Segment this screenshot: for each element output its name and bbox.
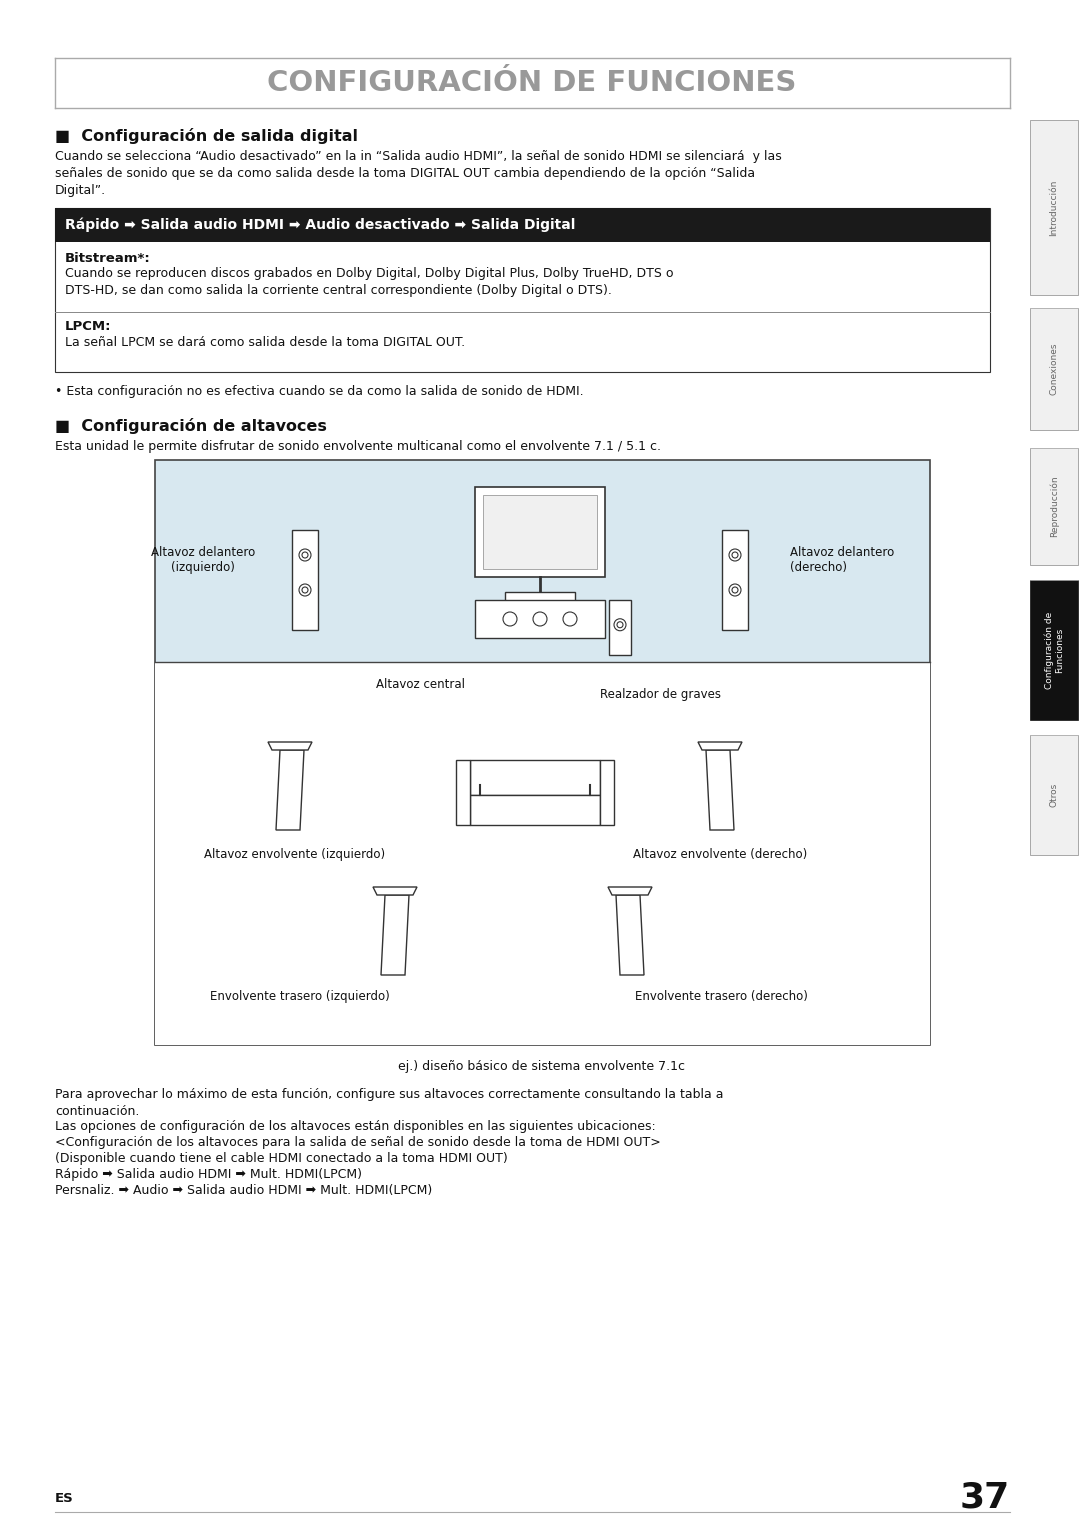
Text: Rápido ➡ Salida audio HDMI ➡ Mult. HDMI(LPCM): Rápido ➡ Salida audio HDMI ➡ Mult. HDMI(… [55,1167,362,1181]
Text: CONFIGURACIÓN DE FUNCIONES: CONFIGURACIÓN DE FUNCIONES [268,69,797,96]
Circle shape [729,549,741,561]
Text: Cuando se reproducen discos grabados en Dolby Digital, Dolby Digital Plus, Dolby: Cuando se reproducen discos grabados en … [65,267,674,296]
Polygon shape [381,895,409,975]
Bar [1030,735,1078,856]
Text: <Configuración de los altavoces para la salida de señal de sonido desde la toma : <Configuración de los altavoces para la … [55,1135,661,1149]
Circle shape [302,552,308,558]
Text: Otros: Otros [1050,782,1058,807]
Text: ES: ES [55,1491,73,1505]
Polygon shape [706,750,734,830]
Circle shape [732,587,738,593]
Polygon shape [616,895,644,975]
Text: Rápido ➡ Salida audio HDMI ➡ Audio desactivado ➡ Salida Digital: Rápido ➡ Salida audio HDMI ➡ Audio desac… [65,219,576,232]
Bar [723,530,748,630]
Circle shape [615,619,626,631]
Bar [505,591,575,602]
Bar [609,601,631,656]
Text: ■  Configuración de salida digital: ■ Configuración de salida digital [55,128,357,144]
Bar [55,208,990,241]
Bar [1030,121,1078,295]
Text: Altavoz delantero
(izquierdo): Altavoz delantero (izquierdo) [151,545,255,575]
Bar [475,601,605,639]
Text: Para aprovechar lo máximo de esta función, configure sus altavoces correctamente: Para aprovechar lo máximo de esta funció… [55,1088,724,1118]
Polygon shape [268,743,312,750]
Text: • Esta configuración no es efectiva cuando se da como la salida de sonido de HDM: • Esta configuración no es efectiva cuan… [55,385,583,397]
Bar [156,460,930,1045]
Text: (Disponible cuando tiene el cable HDMI conectado a la toma HDMI OUT): (Disponible cuando tiene el cable HDMI c… [55,1152,508,1164]
Circle shape [503,613,517,626]
Bar [456,759,470,825]
Circle shape [299,549,311,561]
Text: Altavoz central: Altavoz central [376,678,464,691]
Text: 37: 37 [960,1481,1010,1514]
Circle shape [732,552,738,558]
Text: Esta unidad le permite disfrutar de sonido envolvente multicanal como el envolve: Esta unidad le permite disfrutar de soni… [55,440,661,452]
Bar [156,662,930,1045]
Bar [1030,309,1078,429]
Text: Conexiones: Conexiones [1050,342,1058,396]
Circle shape [617,622,623,628]
Polygon shape [276,750,303,830]
Circle shape [729,584,741,596]
Text: ej.) diseño básico de sistema envolvente 7.1c: ej.) diseño básico de sistema envolvente… [399,1060,686,1073]
Bar [600,759,615,825]
Text: Persnaliz. ➡ Audio ➡ Salida audio HDMI ➡ Mult. HDMI(LPCM): Persnaliz. ➡ Audio ➡ Salida audio HDMI ➡… [55,1184,432,1196]
Bar [470,795,600,825]
Bar [1030,581,1078,720]
Circle shape [299,584,311,596]
Text: Reproducción: Reproducción [1050,475,1058,538]
Text: LPCM:: LPCM: [65,319,111,333]
Polygon shape [698,743,742,750]
Text: ■  Configuración de altavoces: ■ Configuración de altavoces [55,419,327,434]
Text: Realzador de graves: Realzador de graves [599,688,720,701]
Circle shape [563,613,577,626]
Bar [470,759,600,795]
Text: Introducción: Introducción [1050,179,1058,235]
Text: Cuando se selecciona “Audio desactivado” en la in “Salida audio HDMI”, la señal : Cuando se selecciona “Audio desactivado”… [55,150,782,197]
Bar [292,530,318,630]
Circle shape [534,613,546,626]
Text: Bitstream*:: Bitstream*: [65,252,151,264]
Text: Envolvente trasero (izquierdo): Envolvente trasero (izquierdo) [211,990,390,1002]
Polygon shape [608,886,652,895]
Bar [475,487,605,578]
Polygon shape [373,886,417,895]
Text: La señal LPCM se dará como salida desde la toma DIGITAL OUT.: La señal LPCM se dará como salida desde … [65,336,465,348]
Bar [55,208,990,371]
Bar [483,495,597,568]
Text: Altavoz envolvente (izquierdo): Altavoz envolvente (izquierdo) [204,848,386,860]
Text: Altavoz envolvente (derecho): Altavoz envolvente (derecho) [633,848,807,860]
Text: Envolvente trasero (derecho): Envolvente trasero (derecho) [635,990,808,1002]
Circle shape [302,587,308,593]
Text: Configuración de
Funciones: Configuración de Funciones [1044,611,1064,689]
Text: Las opciones de configuración de los altavoces están disponibles en las siguient: Las opciones de configuración de los alt… [55,1120,656,1132]
Bar [1030,448,1078,565]
Text: Altavoz delantero
(derecho): Altavoz delantero (derecho) [789,545,894,575]
